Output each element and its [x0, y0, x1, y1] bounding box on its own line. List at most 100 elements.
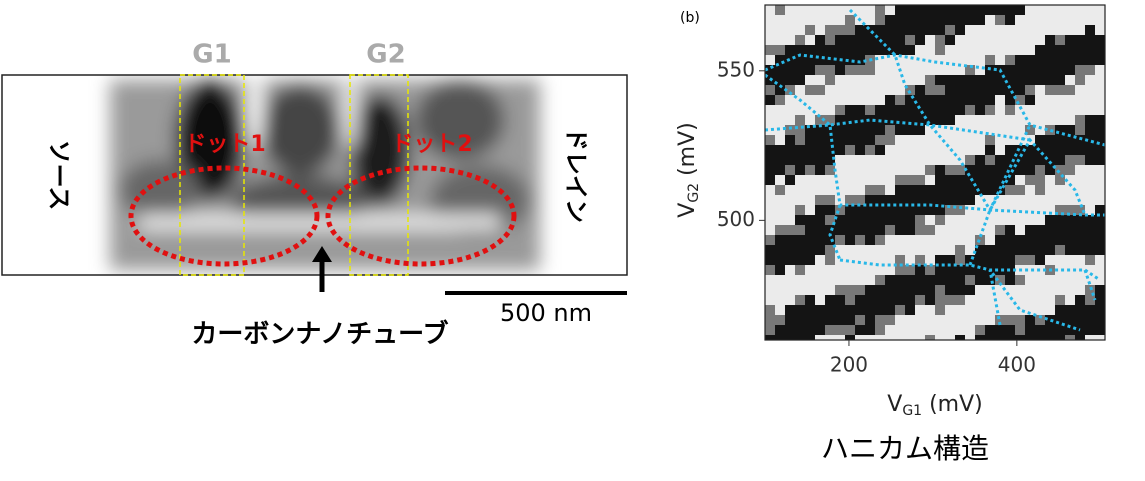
- heat-cell: [1095, 25, 1105, 36]
- heat-cell: [1105, 115, 1116, 126]
- heat-cell: [995, 215, 1006, 226]
- heat-cell: [1045, 225, 1056, 236]
- heat-cell: [1045, 165, 1056, 176]
- heat-cell: [875, 205, 886, 216]
- heat-cell: [775, 25, 786, 36]
- heat-cell: [965, 155, 976, 166]
- heat-cell: [1055, 255, 1066, 266]
- heat-cell: [775, 95, 786, 106]
- heat-cell: [815, 295, 826, 306]
- heat-cell: [945, 335, 956, 340]
- heat-cell: [805, 115, 816, 126]
- heat-cell: [925, 85, 936, 96]
- heat-cell: [925, 25, 936, 36]
- heat-cell: [935, 75, 946, 86]
- heat-cell: [945, 305, 956, 316]
- heat-cell: [1015, 125, 1026, 136]
- heat-cell: [845, 35, 856, 46]
- heat-cell: [1035, 225, 1046, 236]
- heat-cell: [865, 335, 876, 340]
- heat-cell: [765, 325, 776, 336]
- heat-cell: [965, 95, 976, 106]
- heat-cell: [865, 205, 876, 216]
- heat-cell: [1005, 15, 1016, 26]
- heat-cell: [1105, 45, 1116, 56]
- heat-cell: [795, 245, 806, 256]
- heat-cell: [1015, 195, 1026, 206]
- heat-cell: [915, 205, 926, 216]
- heat-cell: [995, 255, 1006, 266]
- heat-cell: [995, 15, 1006, 26]
- heat-cell: [1075, 25, 1086, 36]
- heat-cell: [1025, 115, 1036, 126]
- heat-cell: [1035, 255, 1046, 266]
- heat-cell: [825, 85, 836, 96]
- heat-cell: [1095, 85, 1105, 96]
- heat-cell: [1015, 45, 1026, 56]
- heat-cell: [835, 205, 846, 216]
- heat-cell: [1055, 45, 1066, 56]
- heat-cell: [965, 245, 976, 256]
- heat-cell: [795, 75, 806, 86]
- heat-cell: [1085, 305, 1096, 316]
- heat-cell: [805, 265, 816, 276]
- heat-cell: [835, 65, 846, 76]
- heat-cell: [1065, 195, 1076, 206]
- heat-cell: [1015, 105, 1026, 116]
- heat-cell: [1105, 215, 1116, 226]
- heat-cell: [1105, 195, 1116, 206]
- heat-cell: [995, 225, 1006, 236]
- heat-cell: [935, 255, 946, 266]
- heat-cell: [945, 85, 956, 96]
- heat-cell: [845, 115, 856, 126]
- heat-cell: [845, 265, 856, 276]
- heat-cell: [775, 5, 786, 16]
- heat-cell: [1095, 285, 1105, 296]
- arrow-head: [312, 246, 332, 262]
- heat-cell: [955, 215, 966, 226]
- heat-cell: [945, 15, 956, 26]
- heat-cell: [955, 265, 966, 276]
- heat-cell: [995, 145, 1006, 156]
- heat-cell: [955, 205, 966, 216]
- heat-cell: [945, 125, 956, 136]
- heat-cell: [785, 265, 796, 276]
- heat-cell: [995, 175, 1006, 186]
- heat-cell: [825, 75, 836, 86]
- heat-cell: [1095, 295, 1105, 306]
- heat-cell: [835, 215, 846, 226]
- heat-cell: [895, 75, 906, 86]
- heat-cell: [865, 235, 876, 246]
- heat-cell: [975, 185, 986, 196]
- heat-cell: [925, 145, 936, 156]
- heat-cell: [805, 195, 816, 206]
- heat-cell: [905, 105, 916, 116]
- heat-cell: [765, 145, 776, 156]
- dot-label: ドット1: [184, 132, 265, 157]
- heat-cell: [785, 205, 796, 216]
- heat-cell: [965, 265, 976, 276]
- heat-cell: [885, 335, 896, 340]
- panel-label: (b): [680, 10, 700, 26]
- heat-cell: [935, 235, 946, 246]
- heat-cell: [855, 105, 866, 116]
- heat-cell: [795, 105, 806, 116]
- heat-cell: [905, 85, 916, 96]
- heat-cell: [785, 105, 796, 116]
- heat-cell: [915, 65, 926, 76]
- heat-cell: [785, 305, 796, 316]
- heat-cell: [1015, 5, 1026, 16]
- heat-cell: [825, 5, 836, 16]
- heat-cell: [775, 165, 786, 176]
- heat-cell: [1015, 335, 1026, 340]
- heat-cell: [995, 235, 1006, 246]
- heat-cell: [975, 45, 986, 56]
- heat-cell: [785, 195, 796, 206]
- heat-cell: [995, 125, 1006, 136]
- heat-cell: [865, 125, 876, 136]
- heat-cell: [955, 5, 966, 16]
- heat-cell: [905, 15, 916, 26]
- heat-cell: [955, 325, 966, 336]
- heat-cell: [1045, 235, 1056, 246]
- heat-cell: [825, 95, 836, 106]
